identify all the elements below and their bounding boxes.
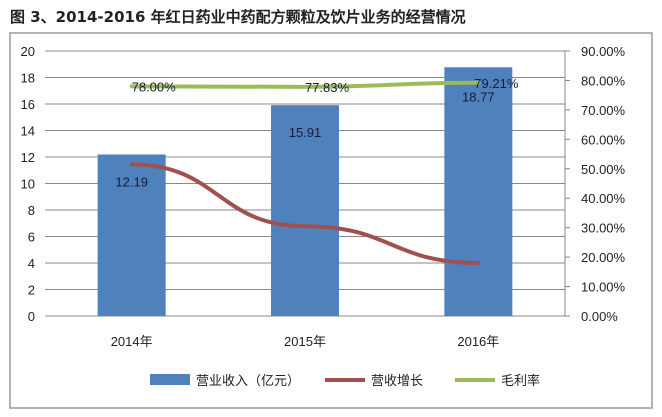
left-tick-label: 8 [28, 203, 35, 218]
margin-data-label: 77.83% [305, 80, 350, 95]
right-tick-label: 40.00% [581, 191, 626, 206]
x-tick-label: 2016年 [457, 334, 499, 349]
bar-data-label: 15.91 [289, 125, 322, 140]
left-tick-label: 20 [21, 44, 35, 59]
right-tick-label: 20.00% [581, 250, 626, 265]
left-tick-label: 6 [28, 230, 35, 245]
left-tick-label: 18 [21, 71, 35, 86]
left-tick-label: 16 [21, 97, 35, 112]
legend-label: 毛利率 [501, 373, 540, 388]
right-tick-label: 80.00% [581, 73, 626, 88]
legend-label: 营业收入（亿元） [196, 373, 300, 388]
bar-data-label: 18.77 [462, 89, 495, 104]
left-tick-label: 12 [21, 150, 35, 165]
left-tick-label: 10 [21, 177, 35, 192]
right-tick-label: 0.00% [581, 309, 618, 324]
right-tick-label: 10.00% [581, 280, 626, 295]
margin-data-label: 78.00% [132, 79, 177, 94]
right-tick-label: 30.00% [581, 221, 626, 236]
bar-data-label: 12.19 [115, 174, 148, 189]
legend-label: 营收增长 [371, 373, 423, 388]
left-tick-label: 14 [21, 124, 35, 139]
bar-revenue-2015年 [271, 105, 339, 316]
bar-revenue-2014年 [97, 154, 166, 316]
left-tick-label: 2 [28, 283, 35, 298]
left-tick-label: 0 [28, 309, 35, 324]
legend-swatch-revenue [150, 374, 190, 385]
chart-title: 图 3、2014-2016 年红日药业中药配方颗粒及饮片业务的经营情况 [10, 8, 466, 26]
line-revenue-growth [129, 162, 481, 265]
margin-data-label: 79.21% [474, 76, 519, 91]
right-tick-label: 70.00% [581, 103, 626, 118]
bar-revenue-2016年 [444, 67, 513, 316]
x-tick-label: 2015年 [284, 334, 326, 349]
x-tick-label: 2014年 [111, 334, 153, 349]
right-tick-label: 50.00% [581, 162, 626, 177]
right-tick-label: 60.00% [581, 132, 626, 147]
left-tick-label: 4 [28, 256, 35, 271]
right-tick-label: 90.00% [581, 44, 626, 59]
